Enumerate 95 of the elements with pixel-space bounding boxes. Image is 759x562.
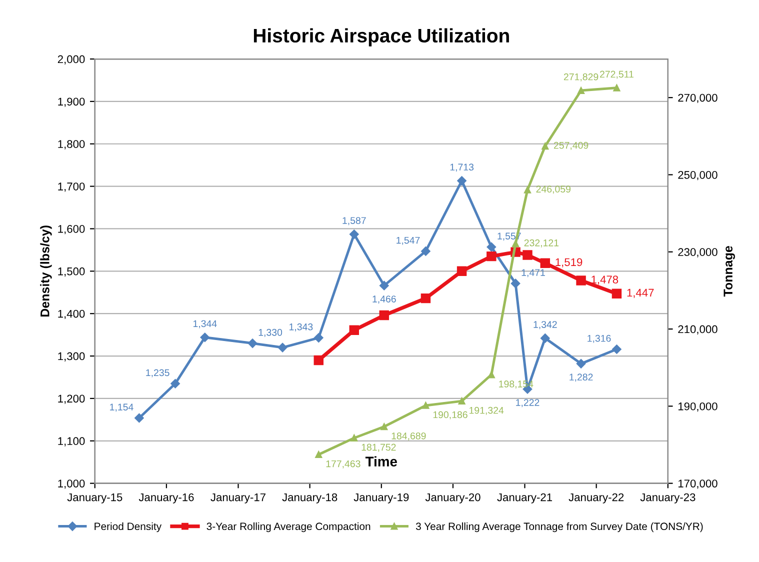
point [248, 338, 258, 348]
data-label: 1,342 [534, 321, 557, 330]
point [170, 378, 180, 388]
point [350, 230, 359, 239]
data-label: 1,330 [258, 328, 282, 337]
y-axis-title: Density (lbs/cy) [40, 226, 52, 317]
y2-tick-label: 210,000 [678, 325, 718, 334]
x-tick-label: January-18 [282, 493, 338, 504]
data-label: 1,222 [516, 399, 540, 408]
point [380, 423, 388, 430]
data-label: 1,466 [372, 296, 396, 304]
point [350, 434, 358, 442]
data-label: 1,547 [396, 236, 420, 245]
x-tick-label: January-15 [67, 493, 122, 504]
y-tick-label: 1,400 [58, 310, 85, 320]
x-tick-label: January-20 [425, 493, 480, 504]
data-label: 181,752 [362, 444, 396, 452]
y2-tick-label: 270,000 [678, 94, 718, 104]
point [612, 344, 622, 354]
y-tick-label: 1,800 [58, 140, 85, 150]
legend-label: Period Density [94, 522, 162, 532]
data-label: 272,511 [600, 70, 634, 79]
point [540, 334, 550, 343]
point [578, 87, 585, 94]
chart-title: Historic Airspace Utilization [254, 28, 509, 46]
point [200, 332, 210, 342]
point [613, 84, 620, 92]
data-label: 257,409 [554, 142, 588, 150]
data-label: 246,059 [536, 186, 571, 194]
data-label: 1,713 [450, 164, 474, 172]
point [315, 451, 322, 458]
data-label: 1,447 [627, 288, 654, 298]
point [458, 398, 466, 405]
point [486, 242, 496, 252]
data-label: 1,343 [290, 323, 313, 332]
y2-tick-label: 250,000 [678, 171, 718, 180]
point [612, 288, 622, 299]
point [576, 276, 586, 286]
point [278, 342, 288, 352]
data-label: 271,829 [564, 73, 598, 82]
point [542, 142, 549, 150]
y-tick-label: 1,600 [58, 225, 85, 234]
point [486, 251, 496, 262]
point [421, 246, 430, 256]
x-axis-title: Time [365, 456, 398, 466]
y2-tick-label: 170,000 [678, 480, 718, 489]
data-label: 190,186 [433, 411, 468, 420]
x-tick-label: January-17 [210, 493, 266, 504]
data-label: 1,344 [193, 320, 217, 328]
data-label: 1,316 [588, 334, 611, 343]
y-tick-label: 1,300 [58, 352, 85, 362]
point [456, 266, 467, 276]
point [522, 250, 532, 260]
y2-tick-label: 230,000 [678, 248, 718, 258]
y-tick-label: 1,700 [58, 182, 85, 192]
point [349, 325, 359, 336]
x-tick-label: January-23 [640, 493, 696, 504]
x-tick-label: January-16 [138, 493, 194, 504]
point [380, 280, 389, 290]
data-label: 1,154 [110, 404, 134, 412]
point [540, 258, 550, 268]
data-label: 232,121 [524, 239, 559, 248]
y-tick-label: 1,000 [58, 480, 85, 489]
y2-tick-label: 190,000 [678, 402, 718, 412]
y-tick-label: 1,100 [58, 437, 85, 446]
y-tick-label: 2,000 [58, 55, 85, 64]
legend-label: 3 Year Rolling Average Tonnage from Survey Date (TONS/YR) [416, 522, 703, 532]
y2-axis-title: Tonnage [724, 246, 736, 297]
data-label: 1,587 [342, 217, 366, 226]
point [457, 176, 466, 186]
point [314, 355, 324, 366]
x-tick-label: January-21 [497, 493, 552, 504]
point [314, 333, 324, 342]
data-label: 1,471 [522, 269, 545, 278]
data-label: 1,235 [146, 369, 170, 378]
data-label: 1,478 [592, 276, 618, 285]
point [420, 293, 431, 304]
point [524, 186, 531, 194]
point [422, 402, 430, 409]
point [379, 310, 390, 320]
data-label: 1,519 [556, 258, 582, 268]
data-label: 184,689 [392, 432, 426, 441]
point [134, 413, 144, 423]
data-label: 177,463 [326, 460, 360, 468]
point [576, 359, 586, 368]
data-label: 191,324 [469, 406, 504, 415]
x-tick-label: January-22 [568, 493, 624, 504]
point [488, 371, 495, 378]
point [510, 278, 520, 288]
data-label: 1,282 [570, 374, 593, 382]
y-tick-label: 1,900 [58, 98, 85, 107]
x-tick-label: January-19 [354, 493, 409, 504]
y-tick-label: 1,500 [58, 267, 85, 277]
y-tick-label: 1,200 [58, 394, 85, 404]
legend-label: 3-Year Rolling Average Compaction [206, 522, 370, 532]
